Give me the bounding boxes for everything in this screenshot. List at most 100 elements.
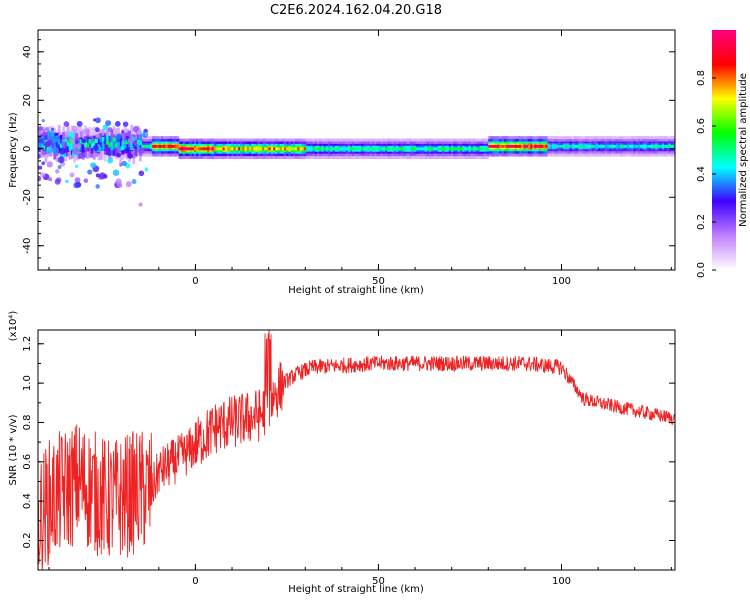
spectrogram-noise-point — [107, 127, 113, 133]
spectrogram-cell — [457, 147, 461, 151]
spectrogram-cell — [352, 147, 355, 151]
spectrogram-cell — [169, 144, 173, 148]
spectrogram-cell — [207, 147, 210, 151]
spectrogram-noise-point — [91, 138, 95, 142]
spectrogram-noise-point — [38, 165, 43, 170]
spectrogram-cell — [532, 144, 536, 148]
spectrogram-cell — [275, 147, 279, 151]
spectrogram-cell — [158, 144, 162, 148]
spectrogram-cell — [55, 141, 59, 147]
y-tick-label: 20 — [22, 94, 33, 107]
spectrogram-cell — [497, 144, 500, 148]
spectrogram-cell — [84, 141, 87, 147]
spectrogram-cell — [303, 147, 307, 151]
spectrogram-cell — [48, 136, 52, 142]
spectrogram-cell — [165, 144, 169, 148]
spectrogram-cell — [246, 147, 250, 151]
spectrogram-noise-point — [119, 163, 123, 167]
spectrogram-cell — [363, 147, 366, 151]
spectrogram-noise-point — [136, 129, 142, 135]
spectrogram-cell — [259, 147, 263, 151]
spectrogram-cell — [46, 144, 50, 153]
spectrogram-cell — [573, 144, 577, 148]
spectrogram-noise-point — [93, 118, 97, 122]
spectrogram-cell — [42, 132, 46, 147]
spectrogram-cell — [321, 147, 325, 151]
spectrogram-cell — [499, 144, 503, 148]
spectrogram-cell — [494, 144, 498, 148]
spectrogram-cell — [558, 144, 562, 148]
spectrogram-noise-point — [125, 181, 132, 188]
spectrogram-cell — [475, 147, 478, 151]
spectrogram-cell — [378, 147, 382, 151]
snr-y-label: SNR (10 * v/v) — [8, 414, 19, 485]
spectrogram-cell — [492, 144, 496, 148]
spectrogram-cell — [439, 147, 443, 151]
spectrogram-cell — [551, 144, 555, 148]
spectrogram-cell — [624, 144, 628, 148]
spectrogram-cell — [106, 140, 109, 156]
spectrogram-noise-point — [116, 152, 122, 158]
spectrogram-cell — [108, 141, 112, 156]
spectrogram-noise-point — [95, 173, 100, 178]
spectrogram-cell — [521, 144, 525, 148]
spectrogram-noise-point — [75, 181, 82, 188]
spectrogram-cell — [325, 147, 329, 151]
spectrogram-cell — [648, 144, 652, 148]
spectrogram-cell — [536, 144, 540, 148]
spectrogram-cell — [602, 144, 606, 148]
spectrogram-noise-point — [52, 146, 60, 154]
spectrogram-cell — [171, 144, 175, 148]
spectrogram-noise-point — [48, 177, 53, 182]
spectrogram-cell — [255, 147, 259, 151]
spectrogram-noise-point — [41, 119, 45, 123]
spectrogram-cell — [376, 147, 380, 151]
spectrogram-cell — [242, 147, 246, 151]
spectrogram-cell — [57, 139, 61, 144]
spectrogram-cell — [125, 139, 129, 144]
spectrogram-cell — [211, 147, 215, 151]
spectrogram-cell — [659, 144, 663, 148]
spectrogram-cell — [501, 144, 505, 148]
spectrogram-cell — [204, 147, 208, 151]
spectrogram-x-ticks: 0 50 100 — [48, 30, 672, 287]
spectrogram-cell — [310, 147, 314, 151]
spectrogram-cell — [292, 147, 296, 151]
spectrogram-cell — [187, 147, 191, 151]
spectrogram-cell — [121, 145, 125, 151]
spectrogram-cell — [435, 147, 439, 151]
spectrogram-noise-point — [75, 143, 82, 149]
spectrogram-cell — [301, 147, 305, 151]
spectrogram-cell — [420, 147, 423, 151]
spectrogram-cell — [396, 147, 399, 151]
spectrogram-cell — [639, 144, 643, 148]
spectrogram-cell — [132, 137, 136, 142]
spectrogram-cell — [237, 147, 241, 151]
x-tick-label: 0 — [192, 576, 198, 587]
spectrogram-cell — [543, 144, 547, 148]
spectrogram-cell — [59, 139, 63, 144]
spectrogram-cell — [347, 147, 351, 151]
spectrogram-cell — [281, 147, 285, 151]
spectrogram-noise-point — [46, 161, 53, 168]
spectrogram-cell — [117, 136, 120, 146]
spectrogram-cell — [600, 144, 604, 148]
spectrogram-cell — [631, 144, 634, 148]
y-tick-label: 40 — [22, 45, 33, 58]
spectrogram-cell — [547, 144, 551, 148]
spectrogram-cell — [666, 144, 670, 148]
colorbar: 0.0 0.2 0.4 0.6 0.8 Normalized spectral ampl… — [696, 30, 749, 278]
spectrogram-cell — [615, 144, 619, 148]
spectrogram-cell — [393, 147, 397, 151]
spectrogram-cell — [644, 144, 648, 148]
spectrogram-noise-point — [138, 170, 145, 177]
spectrogram-cell — [437, 147, 441, 151]
spectrogram-cell — [655, 144, 659, 148]
spectrogram-cell — [215, 147, 219, 151]
spectrogram-cell — [617, 144, 621, 148]
spectrogram-cell — [79, 143, 83, 153]
spectrogram-cell — [512, 144, 516, 148]
spectrogram-cell — [609, 144, 612, 148]
spectrogram-cell — [110, 128, 114, 151]
